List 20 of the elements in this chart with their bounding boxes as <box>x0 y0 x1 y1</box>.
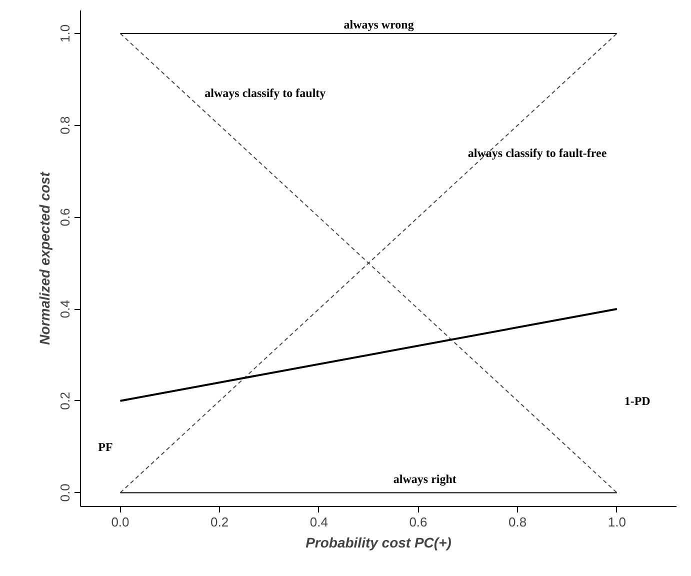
annotation: 1-PD <box>624 394 651 408</box>
y-tick-label: 0.4 <box>58 300 72 318</box>
annotation: always classify to faulty <box>204 86 326 100</box>
annotation: always wrong <box>344 17 414 32</box>
x-tick-label: 0.8 <box>508 514 527 530</box>
y-tick-label: 0.6 <box>58 208 72 226</box>
annotation: always classify to fault-free <box>468 146 608 160</box>
y-tick-label: 0.2 <box>58 392 72 410</box>
y-tick-label: 1.0 <box>58 24 72 42</box>
x-tick-label: 0.6 <box>409 514 428 530</box>
x-tick-label: 0.4 <box>310 514 328 530</box>
y-tick-label: 0.8 <box>58 116 72 134</box>
y-tick-label: 0.0 <box>58 484 72 502</box>
annotation: PF <box>98 440 113 454</box>
x-axis-title: Probability cost PC(+) <box>306 534 452 550</box>
x-tick-label: 1.0 <box>608 514 626 530</box>
y-axis-title: Normalized expected cost <box>36 170 52 345</box>
x-tick-label: 0.2 <box>210 514 229 530</box>
annotation: always right <box>393 472 456 486</box>
x-tick-label: 0.0 <box>111 514 130 530</box>
